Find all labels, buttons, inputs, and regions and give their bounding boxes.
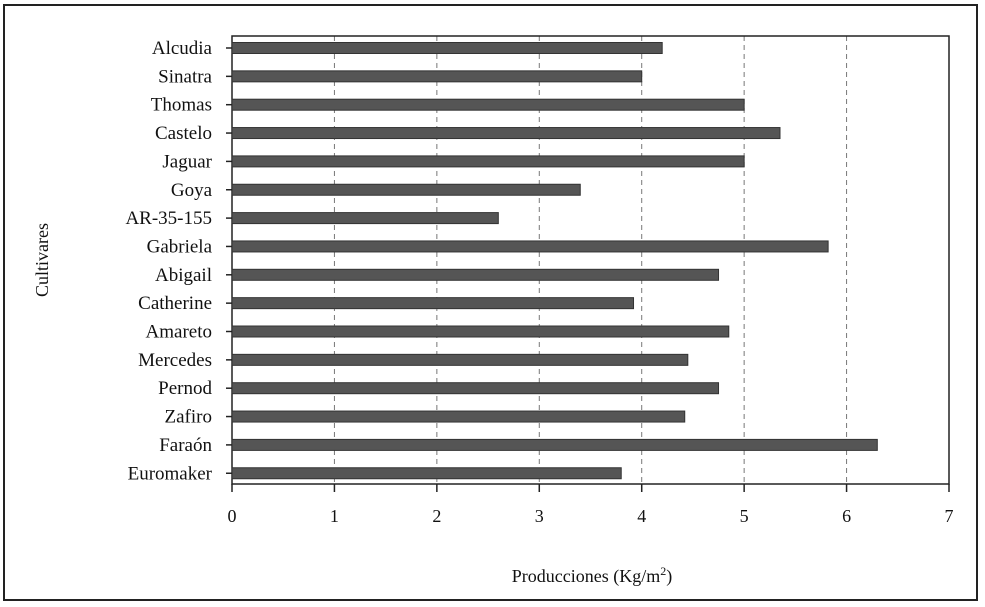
y-tick-label: Pernod [158,378,212,399]
bar [231,70,643,83]
bar [231,98,745,111]
y-tick-label: Amareto [146,322,212,343]
y-axis-title: Cultivares [32,223,52,297]
bar [231,410,686,423]
bars [231,42,878,480]
x-tick-label: 0 [228,506,237,526]
x-tick-label: 4 [637,506,646,526]
y-tick-label: Zafiro [165,407,212,428]
bar [231,42,663,54]
x-tick-label: 1 [330,506,339,526]
x-tick-label: 2 [432,506,441,526]
bar [231,268,720,281]
y-tick-label: Gabriela [147,236,213,257]
plot-area [231,35,950,485]
y-tick-label: Thomas [151,95,212,116]
bar [231,382,720,395]
bar [231,183,581,196]
x-tick-label: 5 [740,506,749,526]
x-axis-title: Producciones (Kg/m2) [512,564,672,587]
y-tick-label: Mercedes [138,350,212,371]
y-tick-label: Castelo [155,123,212,144]
y-tick-labels: Alcudia Sinatra Thomas Castelo Jaguar Goya AR-… [125,38,232,484]
bar [231,353,689,366]
y-tick-label: AR-35-155 [125,208,212,229]
y-tick-label: Faraón [159,435,212,456]
bar [231,325,730,338]
y-tick-label: Alcudia [152,38,213,59]
bar [231,155,745,168]
y-tick-label: Sinatra [158,66,212,87]
bar [231,438,878,451]
x-tick-label: 3 [535,506,544,526]
y-tick-label: Catherine [138,293,212,314]
y-tick-label: Jaguar [162,151,212,172]
bar [231,212,499,225]
y-tick-label: Abigail [155,265,212,286]
bar [231,297,635,310]
x-tick-labels: 0 1 2 3 4 5 6 7 [228,484,954,526]
x-axis-title-text: Producciones (Kg/m [512,566,660,587]
x-axis-title-sup: 2 [660,564,666,578]
x-tick-label: 6 [842,506,851,526]
bar [231,240,829,253]
y-tick-label: Goya [171,180,213,201]
x-tick-label: 7 [945,506,954,526]
bar [231,467,622,480]
bar [231,127,781,140]
x-axis-title-end: ) [666,566,672,587]
y-tick-label: Euromaker [128,463,213,484]
